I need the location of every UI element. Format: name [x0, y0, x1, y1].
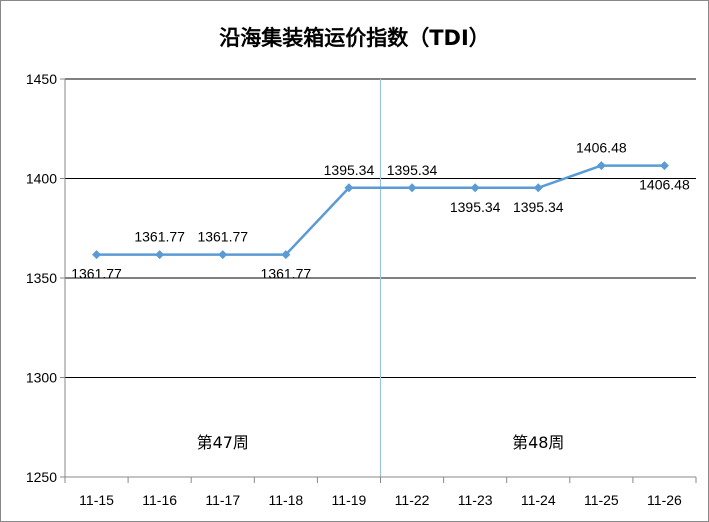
data-label: 1406.48	[639, 177, 690, 193]
data-label: 1395.34	[324, 162, 375, 178]
data-label: 1395.34	[513, 199, 564, 215]
week-group-label: 第47周	[197, 433, 249, 452]
y-tick-label: 1350	[26, 270, 57, 286]
data-label: 1395.34	[387, 162, 438, 178]
series-line	[96, 164, 665, 256]
data-point	[155, 250, 165, 260]
x-tick-label: 11-22	[395, 492, 430, 508]
x-tick-label: 11-23	[458, 492, 493, 508]
data-label: 1361.77	[261, 266, 312, 282]
data-label: 1361.77	[134, 229, 185, 245]
data-labels: 第47周 第48周 1361.77 1361.77 1361.77 1361.77 1395…	[71, 140, 690, 452]
data-label: 1395.34	[450, 199, 501, 215]
x-tick-label: 11-17	[205, 492, 240, 508]
series	[92, 161, 669, 260]
x-tick-label: 11-19	[332, 492, 367, 508]
x-tick-label: 11-24	[521, 492, 556, 508]
data-point	[533, 183, 543, 193]
x-tick-label: 11-25	[584, 492, 619, 508]
week-group-label: 第48周	[512, 433, 564, 452]
y-tick-label: 1400	[26, 171, 57, 187]
x-tick-label: 11-26	[647, 492, 682, 508]
gridlines	[65, 78, 696, 478]
y-tick-label: 1300	[26, 370, 57, 386]
data-point	[344, 183, 354, 193]
y-tick-label: 1450	[26, 71, 57, 87]
data-point	[470, 183, 480, 193]
x-tick-label: 11-18	[268, 492, 303, 508]
data-point	[92, 250, 102, 260]
data-point	[407, 183, 417, 193]
data-point	[281, 250, 291, 260]
data-label: 1361.77	[71, 266, 122, 282]
chart-title: 沿海集装箱运价指数（TDI）	[219, 26, 490, 50]
data-label: 1361.77	[197, 229, 248, 245]
y-tick-label: 1250	[26, 469, 57, 485]
data-point	[596, 161, 606, 171]
data-label: 1406.48	[576, 140, 627, 156]
x-tick-label: 11-15	[79, 492, 114, 508]
data-point	[659, 161, 669, 171]
data-point	[218, 250, 228, 260]
axes: 1250 1300 1350 1400 1450 11-15 11-16 11-17 11-18…	[26, 71, 697, 508]
x-tick-label: 11-16	[142, 492, 177, 508]
